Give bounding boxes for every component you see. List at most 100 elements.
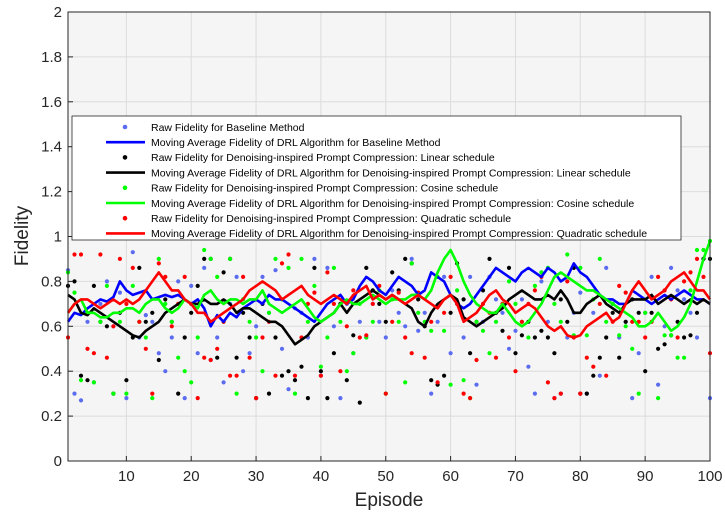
point-cosine_raw (117, 319, 122, 324)
point-quadratic_raw (312, 290, 317, 295)
point-baseline_raw (694, 335, 700, 340)
point-cosine_raw (442, 328, 447, 333)
x-tick-label: 30 (248, 468, 265, 485)
point-cosine_raw (623, 324, 628, 329)
tick-labels: 0 0.2 0.4 0.6 0.8 1 1.2 1.4 1.6 1.8 2 10 20 30 40 50 60 7… (41, 4, 722, 485)
point-linear_raw (688, 333, 693, 338)
legend-label: Raw Fidelity for Denoising-inspired Prom… (151, 213, 511, 225)
point-linear_raw (286, 369, 291, 374)
point-linear_raw (150, 310, 155, 315)
point-quadratic_raw (254, 396, 259, 401)
point-linear_raw (78, 373, 84, 378)
point-linear_raw (649, 310, 654, 315)
point-linear_raw (312, 265, 317, 270)
point-quadratic_raw (104, 355, 109, 360)
point-linear_raw (623, 319, 628, 324)
point-linear_raw (124, 378, 129, 383)
point-baseline_raw (215, 335, 220, 340)
point-quadratic_raw (370, 301, 375, 306)
point-quadratic_raw (532, 288, 538, 293)
point-baseline_raw (357, 319, 362, 324)
point-cosine_raw (396, 319, 401, 324)
point-baseline_raw (104, 279, 109, 284)
point-linear_raw (403, 256, 408, 261)
point-cosine_raw (513, 301, 518, 306)
point-linear_raw (331, 351, 336, 356)
point-baseline_raw (519, 297, 525, 302)
point-baseline_raw (377, 319, 382, 324)
point-quadratic_raw (682, 279, 687, 284)
point-cosine_raw (104, 283, 109, 288)
point-cosine_raw (143, 335, 148, 340)
point-baseline_raw (435, 319, 440, 324)
point-quadratic_raw (429, 319, 434, 324)
y-tick-label: 0.4 (41, 363, 62, 380)
point-linear_raw (565, 319, 570, 324)
point-cosine_raw (480, 328, 486, 333)
point-quadratic_raw (208, 357, 213, 363)
point-cosine_raw (111, 391, 116, 396)
point-quadratic_raw (461, 391, 466, 396)
point-linear_raw (143, 319, 148, 324)
point-baseline_raw (649, 274, 654, 279)
point-quadratic_raw (202, 355, 207, 360)
point-quadratic_raw (694, 256, 700, 261)
point-linear_raw (532, 335, 538, 340)
point-linear_raw (513, 351, 518, 356)
point-linear_raw (299, 364, 304, 369)
point-baseline_raw (597, 373, 602, 378)
point-cosine_raw (338, 319, 343, 324)
point-baseline_raw (176, 279, 181, 284)
point-linear_raw (610, 310, 615, 315)
point-cosine_raw (701, 247, 706, 253)
point-cosine_raw (597, 256, 602, 261)
point-linear_raw (215, 355, 220, 360)
point-baseline_raw (526, 364, 531, 369)
point-baseline_raw (493, 297, 499, 302)
point-linear_raw (643, 369, 648, 374)
point-cosine_raw (532, 283, 538, 288)
point-quadratic_raw (273, 373, 278, 378)
point-cosine_raw (273, 256, 278, 261)
point-cosine_raw (675, 355, 680, 360)
point-cosine_raw (182, 369, 187, 374)
point-quadratic_raw (117, 256, 122, 261)
point-cosine_raw (474, 319, 479, 324)
point-cosine_raw (662, 333, 667, 338)
point-baseline_raw (630, 396, 635, 401)
point-baseline_raw (150, 319, 155, 324)
point-baseline_raw (130, 250, 135, 255)
x-tick-label: 50 (377, 468, 394, 485)
point-quadratic_raw (228, 373, 233, 378)
point-baseline_raw (98, 301, 103, 306)
point-baseline_raw (247, 351, 252, 356)
point-linear_raw (137, 265, 142, 270)
point-quadratic_raw (241, 274, 246, 279)
point-baseline_raw (429, 391, 434, 396)
point-baseline_raw (169, 335, 174, 340)
point-linear_raw (429, 378, 434, 383)
point-baseline_raw (338, 396, 343, 401)
point-baseline_raw (273, 268, 278, 273)
point-quadratic_raw (85, 346, 90, 351)
point-linear_raw (500, 328, 505, 333)
point-linear_raw (279, 373, 285, 378)
point-quadratic_raw (351, 288, 356, 293)
x-tick-label: 70 (507, 468, 524, 485)
point-cosine_raw (292, 391, 298, 396)
point-linear_raw (461, 297, 466, 302)
point-linear_raw (104, 324, 109, 329)
point-cosine_raw (403, 380, 408, 385)
point-cosine_raw (630, 346, 635, 351)
point-baseline_raw (312, 256, 317, 261)
legend-marker-quadratic_raw (122, 215, 128, 221)
point-cosine_raw (189, 380, 194, 385)
point-linear_raw (584, 391, 589, 396)
y-tick-label: 1.2 (41, 184, 62, 201)
point-baseline_raw (221, 380, 226, 385)
point-linear_raw (176, 391, 181, 396)
point-linear_raw (383, 319, 388, 324)
point-cosine_raw (416, 310, 421, 315)
point-cosine_raw (130, 283, 135, 288)
